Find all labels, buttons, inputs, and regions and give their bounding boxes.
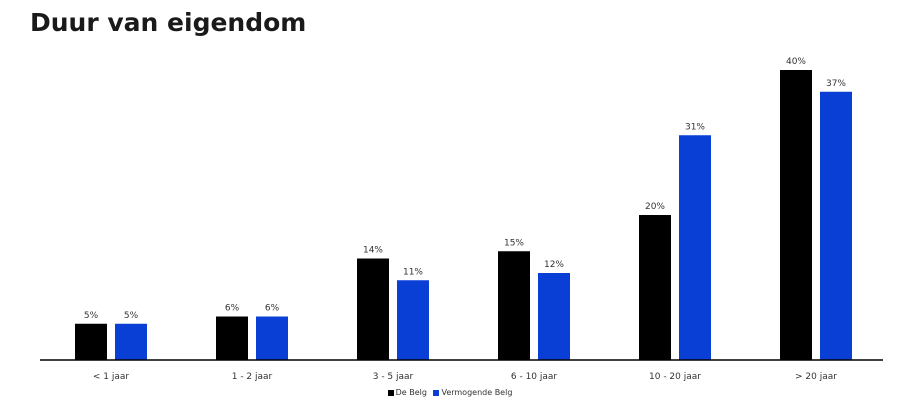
bar-de-belg-5 [780,70,812,360]
legend-swatch-de-belg [387,389,394,396]
bar-vermogende-belg-2 [397,280,429,360]
value-label-vermogende-belg-0: 5% [124,311,139,321]
bar-de-belg-3 [498,251,530,360]
legend-label-de-belg: De Belg [395,388,427,397]
category-label-5: > 20 jaar [795,372,837,382]
bar-vermogende-belg-4 [679,135,711,360]
chart-title: Duur van eigendom [30,8,307,37]
legend-item-de-belg: De Belg [387,388,427,397]
category-label-4: 10 - 20 jaar [649,372,701,382]
legend: De Belg Vermogende Belg [0,388,900,398]
bar-de-belg-2 [357,258,389,360]
category-label-1: 1 - 2 jaar [232,372,273,382]
value-label-vermogende-belg-5: 37% [826,79,846,89]
value-labels-group: 5% 5% 6% 6% 14% 11% 15% 12% 20% 31% 40% 37% [84,57,847,321]
bar-de-belg-4 [639,215,671,360]
value-label-vermogende-belg-1: 6% [265,304,280,314]
value-label-vermogende-belg-2: 11% [403,267,423,277]
legend-item-vermogende-belg: Vermogende Belg [433,388,512,397]
category-label-3: 6 - 10 jaar [511,372,558,382]
value-label-de-belg-0: 5% [84,311,99,321]
legend-swatch-vermogende-belg [433,389,440,396]
value-label-de-belg-4: 20% [645,202,665,212]
value-label-de-belg-2: 14% [363,246,383,256]
value-label-de-belg-5: 40% [786,57,806,67]
bar-vermogende-belg-5 [820,91,852,360]
value-label-vermogende-belg-4: 31% [685,122,705,132]
value-label-de-belg-1: 6% [225,304,240,314]
legend-label-vermogende-belg: Vermogende Belg [441,388,513,397]
bar-de-belg-0 [75,323,107,360]
category-label-0: < 1 jaar [93,372,130,382]
category-label-2: 3 - 5 jaar [373,372,414,382]
value-label-de-belg-3: 15% [504,238,524,248]
bars-group [75,70,852,360]
category-labels-group: < 1 jaar 1 - 2 jaar 3 - 5 jaar 6 - 10 jaar 1… [93,372,837,382]
bar-vermogende-belg-1 [256,316,288,360]
bar-de-belg-1 [216,316,248,360]
bar-vermogende-belg-0 [115,323,147,360]
bar-vermogende-belg-3 [538,273,570,360]
value-label-vermogende-belg-3: 12% [544,260,564,270]
